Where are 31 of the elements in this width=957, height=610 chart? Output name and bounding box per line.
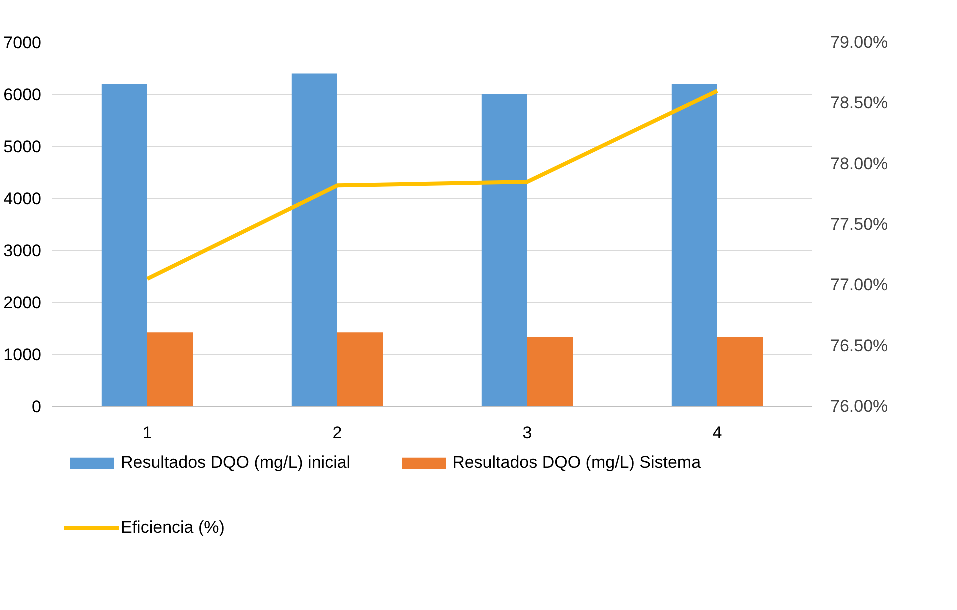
x-tick-label: 4 — [712, 424, 722, 442]
y2-tick-label: 78.00% — [830, 154, 888, 174]
y-tick-label: 0 — [32, 398, 42, 416]
bar — [528, 337, 574, 406]
y2-tick-label: 77.00% — [830, 276, 888, 295]
y2-tick-label: 78.50% — [830, 94, 888, 113]
bar — [338, 332, 384, 406]
y-tick-label: 3000 — [4, 242, 42, 260]
y-tick-label: 5000 — [4, 138, 42, 156]
y2-tick-label: 79.00% — [830, 33, 888, 52]
y-tick-label: 6000 — [4, 86, 42, 104]
y2-tick-label: 77.50% — [830, 215, 888, 234]
y2-tick-label: 76.50% — [830, 336, 888, 356]
bar — [482, 94, 528, 406]
legend-label: Eficiencia (%) — [121, 518, 225, 538]
bar — [102, 84, 148, 406]
bar — [672, 84, 718, 406]
bar — [148, 332, 194, 406]
line-series — [146, 89, 720, 282]
y-tick-label: 7000 — [4, 34, 42, 52]
x-tick-label: 2 — [332, 424, 342, 442]
x-tick-label: 3 — [522, 424, 532, 442]
y-tick-label: 2000 — [4, 294, 42, 312]
y-tick-label: 1000 — [4, 346, 42, 364]
legend-label: Resultados DQO (mg/L) Sistema — [452, 453, 702, 473]
y-tick-label: 4000 — [4, 190, 42, 208]
bar — [718, 337, 764, 406]
x-tick-label: 1 — [142, 424, 152, 442]
y2-tick-label: 76.00% — [830, 397, 888, 416]
legend-label: Resultados DQO (mg/L) inicial — [121, 453, 351, 473]
bar — [292, 74, 338, 406]
